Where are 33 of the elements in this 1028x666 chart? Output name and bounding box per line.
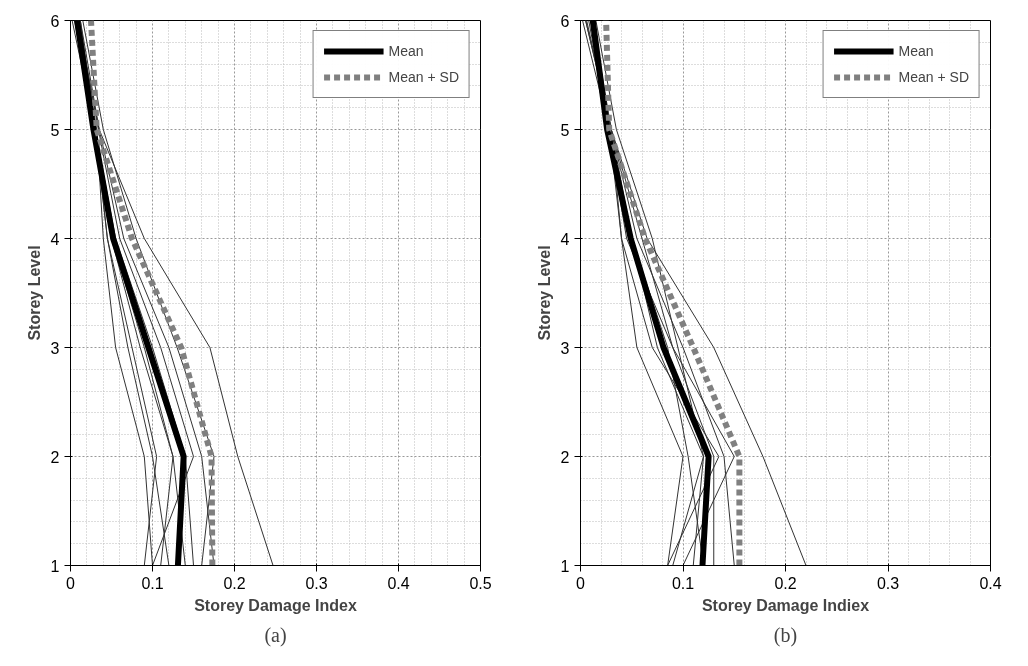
legend-label: Mean + SD [388,69,459,85]
legend-label: Mean [898,43,934,59]
y-tick-label: 2 [50,448,60,466]
x-tick-label: 0.5 [469,574,492,592]
x-tick-label: 0.3 [876,574,900,592]
x-tick-label: 0 [66,574,76,592]
y-axis-title: Storey Level [535,245,553,341]
x-tick-label: 0.1 [141,574,164,592]
x-tick-label: 0.2 [223,574,246,592]
x-tick-label: 0 [576,574,586,592]
y-tick-label: 4 [50,230,60,248]
y-tick-label: 5 [50,121,60,139]
y-axis-title: Storey Level [25,245,43,341]
y-tick-label: 3 [560,339,570,357]
text: (a) [264,623,287,647]
x-axis-title: Storey Damage Index [194,596,357,614]
x-tick-label: 0.3 [305,574,328,592]
x-tick-label: 0.1 [671,574,695,592]
legend-label: Mean [388,43,424,59]
y-tick-label: 2 [560,448,570,466]
y-tick-label: 3 [50,339,60,357]
y-tick-label: 6 [50,12,60,30]
y-tick-label: 1 [560,557,570,575]
y-tick-label: 1 [50,557,60,575]
text: (b) [773,623,798,647]
x-tick-label: 0.4 [979,574,1002,592]
x-tick-label: 0.4 [387,574,410,592]
y-tick-label: 4 [560,230,570,248]
y-tick-label: 5 [560,121,570,139]
legend-label: Mean + SD [898,69,969,85]
x-axis-title: Storey Damage Indiex [701,596,870,614]
x-tick-label: 0.2 [774,574,797,592]
y-tick-label: 6 [560,12,570,30]
